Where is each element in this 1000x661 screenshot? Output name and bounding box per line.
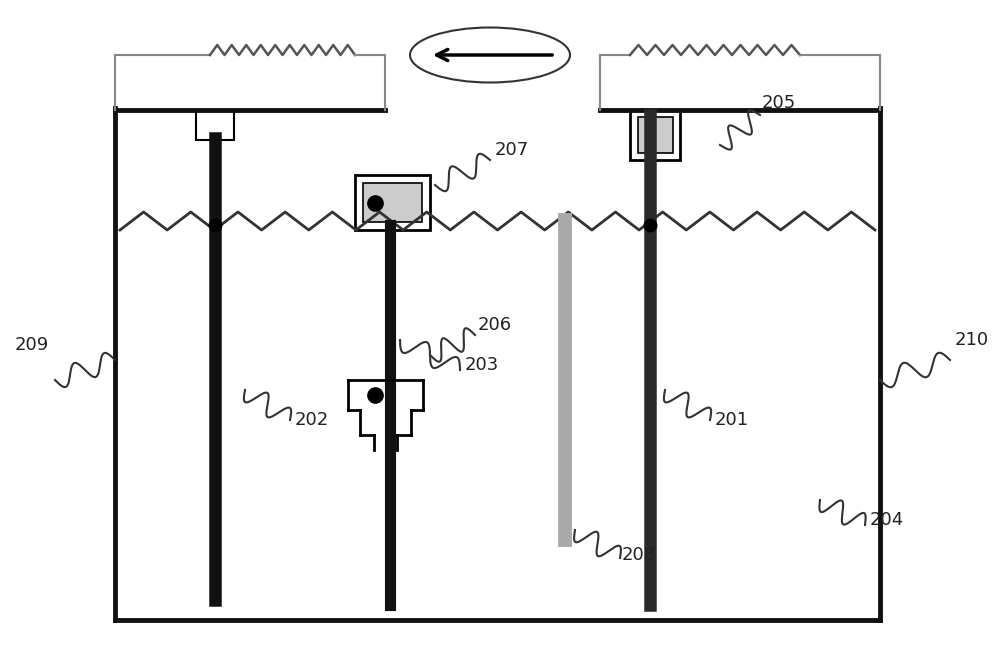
Text: 203: 203 (465, 356, 499, 374)
Bar (355, 175, 430, 230)
Ellipse shape (410, 28, 570, 83)
Bar (196, 110, 234, 140)
Text: 208: 208 (622, 546, 656, 564)
Text: 206: 206 (478, 316, 512, 334)
Text: 201: 201 (715, 411, 749, 429)
Text: 209: 209 (15, 336, 49, 354)
Text: 204: 204 (870, 511, 904, 529)
Text: 202: 202 (295, 411, 329, 429)
Bar (638, 117, 673, 153)
Text: 210: 210 (955, 331, 989, 349)
Bar (630, 110, 680, 160)
Text: 207: 207 (495, 141, 529, 159)
Text: 205: 205 (762, 94, 796, 112)
Bar (363, 183, 422, 222)
